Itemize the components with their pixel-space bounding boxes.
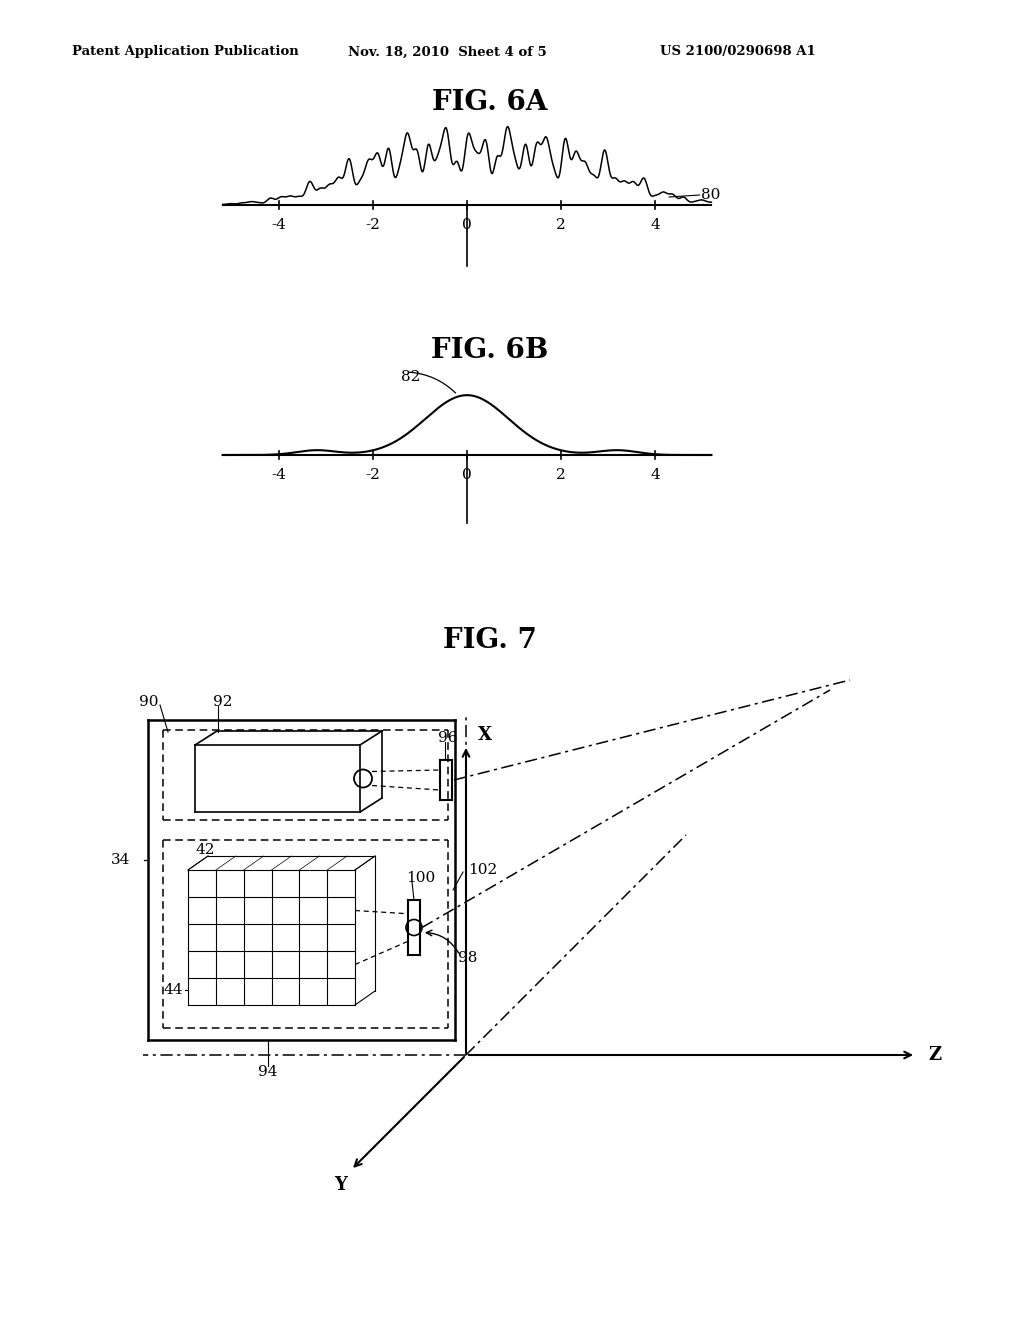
Text: Patent Application Publication: Patent Application Publication	[72, 45, 299, 58]
Text: US 2100/0290698 A1: US 2100/0290698 A1	[660, 45, 816, 58]
Text: 94: 94	[258, 1065, 278, 1078]
Text: 2: 2	[556, 469, 566, 482]
Text: Z: Z	[928, 1045, 941, 1064]
Text: -2: -2	[366, 469, 381, 482]
Text: 102: 102	[468, 863, 498, 876]
Text: FIG. 6A: FIG. 6A	[432, 90, 548, 116]
Text: 80: 80	[701, 187, 721, 202]
Text: 34: 34	[111, 853, 130, 867]
Text: 92: 92	[213, 696, 232, 709]
Text: 82: 82	[401, 370, 421, 384]
Text: 42: 42	[196, 843, 215, 857]
Text: 98: 98	[458, 950, 477, 965]
Text: 100: 100	[406, 871, 435, 884]
Text: 90: 90	[138, 696, 158, 709]
Text: Nov. 18, 2010  Sheet 4 of 5: Nov. 18, 2010 Sheet 4 of 5	[348, 45, 547, 58]
Text: 2: 2	[556, 218, 566, 232]
Text: Y: Y	[334, 1176, 347, 1195]
Text: 4: 4	[650, 218, 659, 232]
Text: 96: 96	[438, 731, 458, 744]
Text: X: X	[478, 726, 493, 744]
Text: 4: 4	[650, 469, 659, 482]
Text: 44: 44	[164, 983, 183, 997]
Text: -2: -2	[366, 218, 381, 232]
Text: 0: 0	[462, 469, 472, 482]
Text: 0: 0	[462, 218, 472, 232]
Text: FIG. 6B: FIG. 6B	[431, 337, 549, 363]
Text: -4: -4	[271, 218, 287, 232]
Text: FIG. 7: FIG. 7	[443, 627, 537, 653]
Text: -4: -4	[271, 469, 287, 482]
